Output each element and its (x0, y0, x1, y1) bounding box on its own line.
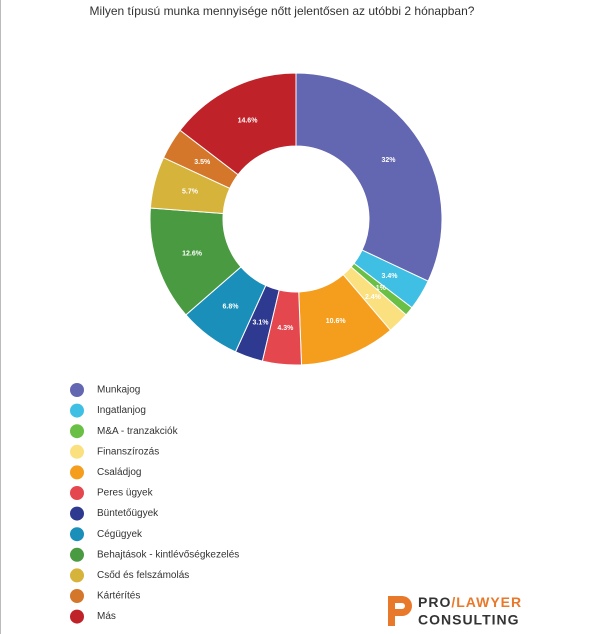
legend-marker (70, 589, 84, 603)
slice (295, 72, 443, 282)
legend-marker (70, 486, 84, 500)
legend-marker (70, 506, 84, 521)
legend-label: Kártérítés (97, 591, 140, 602)
slice-label: 32% (381, 157, 396, 164)
legend-marker (70, 403, 84, 418)
legend-label: Cégügyek (97, 529, 143, 540)
slice-label: 4.3% (277, 325, 294, 332)
slice-label: 3.4% (382, 273, 399, 280)
legend-label: Csőd és felszámolás (97, 570, 189, 581)
slice-label: 3.1% (253, 319, 270, 326)
legend-marker (70, 568, 84, 583)
slice-label: 5.7% (182, 188, 199, 195)
logo-slash: / (451, 594, 456, 610)
legend-label: Munkajog (97, 385, 140, 396)
logo-consulting: CONSULTING (418, 612, 520, 628)
legend-marker (70, 527, 84, 542)
legend-label: Peres ügyek (97, 488, 154, 499)
legend-label: M&A - tranzakciók (97, 426, 179, 437)
legend-label: Családjog (97, 467, 141, 478)
legend-marker (70, 609, 84, 624)
legend-marker (70, 383, 84, 397)
logo: PRO/LAWYER CONSULTING (388, 594, 522, 628)
logo-pro: PRO (418, 594, 451, 610)
slice-label: 10.6% (326, 318, 347, 325)
legend-marker (70, 424, 84, 439)
slice-label: 6.8% (223, 304, 240, 311)
legend-label: Behajtások - kintlévőségkezelés (97, 549, 239, 560)
slice-label: 2.4% (365, 294, 382, 301)
legend-label: Ingatlanjog (97, 405, 146, 416)
chart-title: Milyen típusú munka mennyisége nőtt jele… (90, 4, 475, 18)
legend-marker (70, 547, 84, 562)
legend-label: Büntetőügyek (97, 508, 159, 519)
logo-icon (388, 596, 412, 626)
slice-label: 1% (376, 285, 387, 292)
slice-label: 14.6% (238, 118, 259, 125)
slice-label: 12.6% (182, 250, 203, 257)
legend-label: Finanszírozás (97, 446, 159, 457)
legend-label: Más (97, 611, 116, 622)
logo-text: PRO/LAWYER (418, 594, 522, 610)
legend-marker (70, 444, 84, 459)
legend-marker (70, 465, 84, 480)
slice-label: 3.5% (194, 159, 211, 166)
slice (179, 72, 297, 176)
logo-lawyer: LAWYER (456, 594, 522, 610)
